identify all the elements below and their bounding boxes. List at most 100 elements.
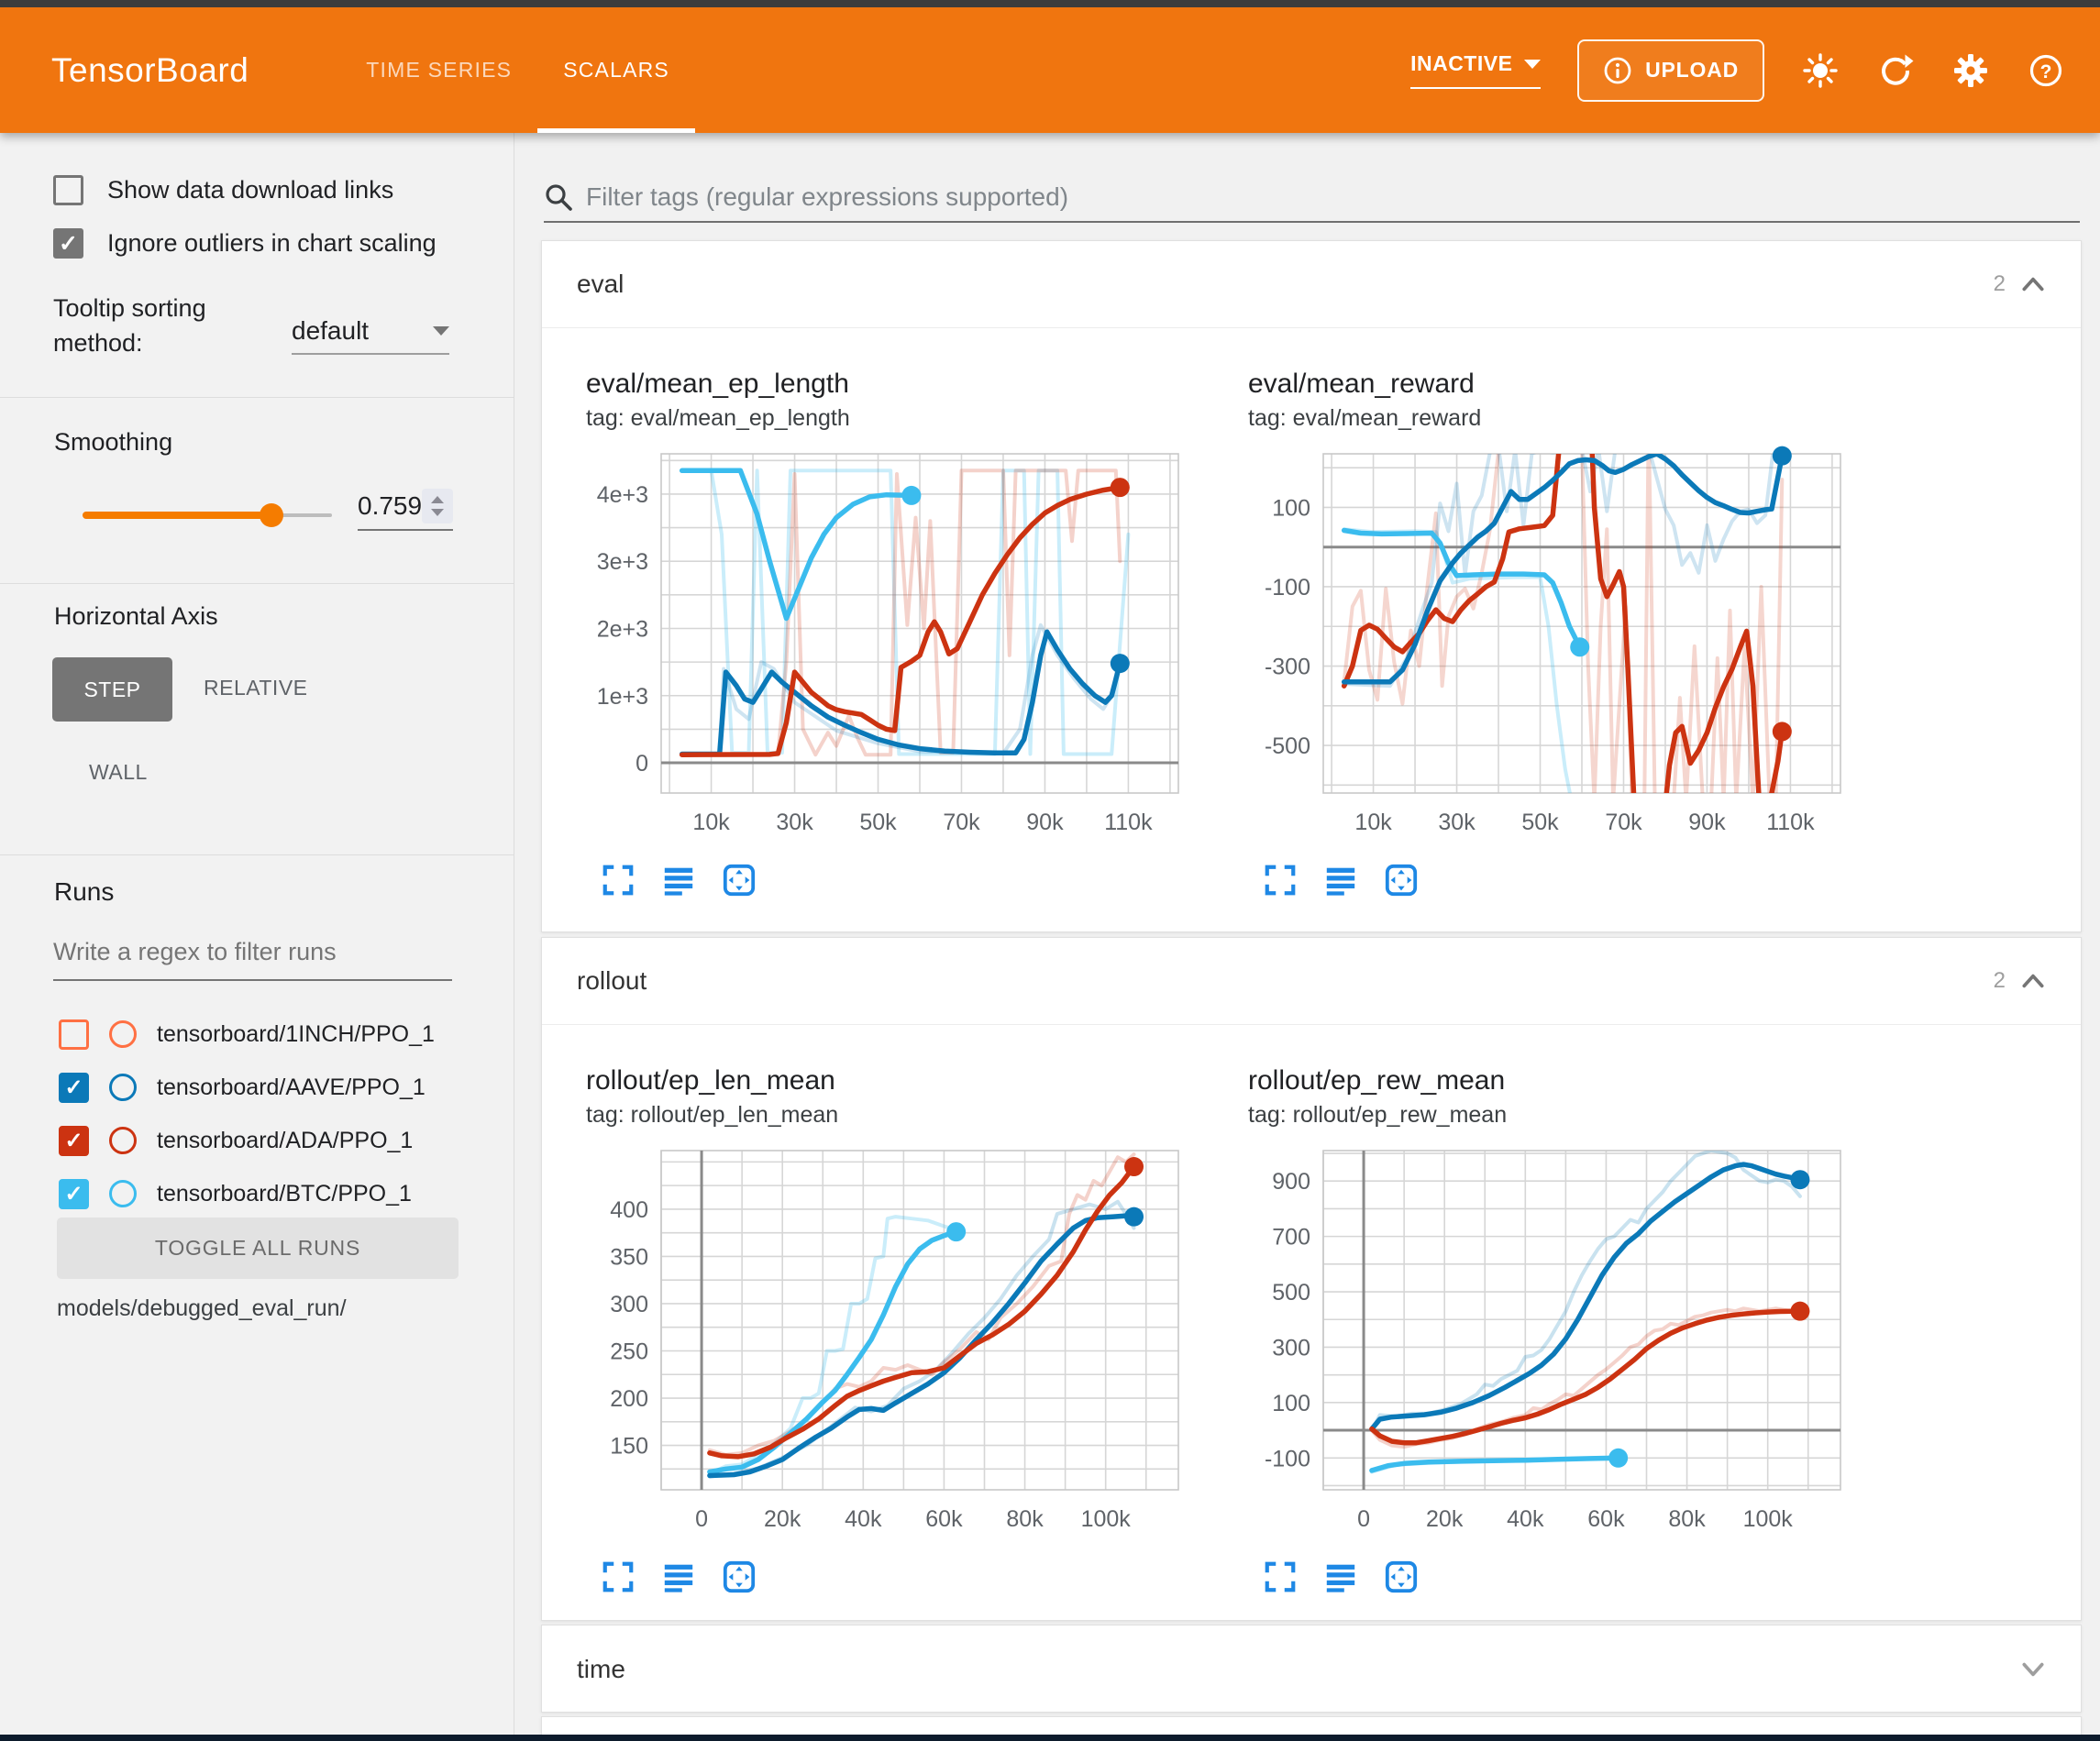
eval-mean-ep-length-line-chart[interactable]: 10k 30k 50k 70k 90k 110k 0 1e+3 2e+3 3e+3 4e+3	[569, 441, 1211, 855]
chart-card-eval-mean-ep-length: eval/mean_ep_length tag: eval/mean_ep_le…	[569, 369, 1232, 898]
nav-tabs: TIME SERIES SCALARS	[340, 7, 695, 133]
svg-text:70k: 70k	[1605, 810, 1642, 835]
info-icon	[1604, 57, 1631, 83]
chart-count-badge: 2	[1993, 271, 2006, 296]
upload-button[interactable]: UPLOAD	[1577, 39, 1764, 102]
svg-text:10k: 10k	[1354, 810, 1392, 835]
fullscreen-icon	[602, 1561, 634, 1592]
app-header: TensorBoard TIME SERIES SCALARS INACTIVE	[0, 7, 2100, 133]
svg-text:700: 700	[1272, 1225, 1310, 1251]
view-data-table-button[interactable]	[1323, 863, 1358, 898]
expand-chart-button[interactable]	[1263, 863, 1298, 898]
tab-time-series[interactable]: TIME SERIES	[366, 58, 513, 82]
fullscreen-icon	[602, 865, 634, 896]
axis-step-button[interactable]: STEP	[52, 657, 172, 722]
run-checkbox[interactable]: ✓	[59, 1125, 89, 1156]
ignore-outliers-row: ✓ Ignore outliers in chart scaling	[53, 228, 437, 259]
tooltip-sorting-label: Tooltip sorting method:	[53, 294, 206, 357]
data-rows-icon	[1326, 867, 1355, 896]
chart-tag: tag: eval/mean_reward	[1248, 405, 1482, 431]
search-icon	[546, 184, 572, 211]
svg-text:100: 100	[1272, 1391, 1310, 1416]
run-checkbox[interactable]: ✓	[59, 1178, 89, 1209]
smoothing-slider[interactable]	[83, 503, 332, 527]
ignore-outliers-checkbox[interactable]: ✓	[53, 228, 83, 259]
svg-text:10k: 10k	[692, 810, 730, 835]
toggle-all-runs-button[interactable]: TOGGLE ALL RUNS	[57, 1218, 459, 1279]
rollout-ep-len-mean-line-chart[interactable]: 0 20k 40k 60k 80k 100k 150 200 250 300 350 400	[569, 1138, 1211, 1552]
svg-text:110k: 110k	[1104, 810, 1153, 835]
axis-relative-button[interactable]: RELATIVE	[204, 676, 308, 700]
svg-text:70k: 70k	[943, 810, 980, 835]
window-top-strip	[0, 0, 2100, 7]
reload-button[interactable]	[1876, 51, 1915, 90]
fit-domain-button[interactable]	[722, 1559, 757, 1594]
runs-directory-path: models/debugged_eval_run/	[57, 1295, 347, 1321]
stepper-down-icon	[431, 509, 445, 516]
svg-text:60k: 60k	[925, 1506, 963, 1532]
rollout-ep-rew-mean-line-chart[interactable]: 0 20k 40k 60k 80k 100k -100 100 300 500 700 900	[1232, 1138, 1873, 1552]
help-button[interactable]: ?	[2027, 51, 2065, 90]
svg-text:80k: 80k	[1006, 1506, 1044, 1532]
run-row-aave[interactable]: ✓ tensorboard/AAVE/PPO_1	[59, 1069, 426, 1106]
divider	[0, 854, 514, 855]
chart-title: eval/mean_ep_length	[586, 369, 849, 399]
run-checkbox[interactable]	[59, 1019, 89, 1050]
ignore-outliers-label: Ignore outliers in chart scaling	[107, 229, 437, 257]
slider-fill	[83, 512, 272, 519]
smoothing-stepper[interactable]	[422, 489, 453, 523]
expand-chart-button[interactable]	[601, 863, 636, 898]
svg-text:200: 200	[610, 1386, 648, 1412]
run-checkbox[interactable]: ✓	[59, 1072, 89, 1103]
filter-tags-input[interactable]: Filter tags (regular expressions support…	[544, 173, 2080, 223]
view-data-table-button[interactable]	[661, 863, 696, 898]
section-header-eval[interactable]: eval 2	[542, 241, 2081, 328]
slider-thumb[interactable]	[260, 503, 284, 527]
show-download-links-row: Show data download links	[53, 175, 393, 205]
svg-text:400: 400	[610, 1197, 648, 1223]
smoothing-label: Smoothing	[54, 428, 173, 456]
svg-text:110k: 110k	[1766, 810, 1815, 835]
scalars-dashboard: Filter tags (regular expressions support…	[514, 133, 2100, 1735]
expand-chart-button[interactable]	[1263, 1559, 1298, 1594]
chart-title: rollout/ep_len_mean	[586, 1065, 835, 1096]
show-download-links-checkbox[interactable]	[53, 175, 83, 205]
section-header-time[interactable]: time	[542, 1625, 2081, 1713]
data-rows-icon	[664, 867, 693, 896]
svg-text:0: 0	[636, 751, 648, 777]
run-row-btc[interactable]: ✓ tensorboard/BTC/PPO_1	[59, 1175, 412, 1212]
view-data-table-button[interactable]	[1323, 1559, 1358, 1594]
header-controls: INACTIVE UPLOAD	[1410, 39, 2065, 102]
sync-status-select[interactable]: INACTIVE	[1410, 51, 1542, 89]
settings-button[interactable]	[1951, 51, 1990, 90]
fit-domain-button[interactable]	[722, 863, 757, 898]
view-data-table-button[interactable]	[661, 1559, 696, 1594]
runs-heading: Runs	[54, 877, 115, 906]
svg-text:50k: 50k	[1521, 810, 1559, 835]
chart-card-rollout-ep-rew-mean: rollout/ep_rew_mean tag: rollout/ep_rew_…	[1232, 1065, 1894, 1594]
fit-domain-button[interactable]	[1384, 1559, 1419, 1594]
section-header-rollout[interactable]: rollout 2	[542, 938, 2081, 1025]
window-bottom-strip	[0, 1735, 2100, 1741]
run-color-ring	[109, 1127, 137, 1154]
tab-scalars[interactable]: SCALARS	[537, 7, 695, 133]
expand-chart-button[interactable]	[601, 1559, 636, 1594]
run-row-1inch[interactable]: tensorboard/1INCH/PPO_1	[59, 1016, 435, 1052]
run-row-ada[interactable]: ✓ tensorboard/ADA/PPO_1	[59, 1122, 413, 1159]
tooltip-sorting-select[interactable]: default	[292, 316, 449, 355]
fit-domain-button[interactable]	[1384, 863, 1419, 898]
svg-text:-500: -500	[1265, 733, 1310, 759]
svg-text:0: 0	[695, 1506, 708, 1532]
divider	[0, 397, 514, 398]
run-color-ring	[109, 1074, 137, 1101]
svg-text:40k: 40k	[845, 1506, 882, 1532]
runs-filter-input[interactable]: Write a regex to filter runs	[53, 938, 452, 981]
brightness-toggle-button[interactable]	[1801, 51, 1840, 90]
smoothing-value-field[interactable]: 0.759	[358, 489, 453, 531]
divider	[0, 583, 514, 584]
svg-text:20k: 20k	[1426, 1506, 1464, 1532]
axis-wall-button[interactable]: WALL	[89, 760, 148, 784]
chevron-down-icon	[433, 326, 449, 336]
svg-text:100k: 100k	[1743, 1506, 1794, 1532]
eval-mean-reward-line-chart[interactable]: 10k 30k 50k 70k 90k 110k 100 -100 -300 -500	[1232, 441, 1873, 855]
